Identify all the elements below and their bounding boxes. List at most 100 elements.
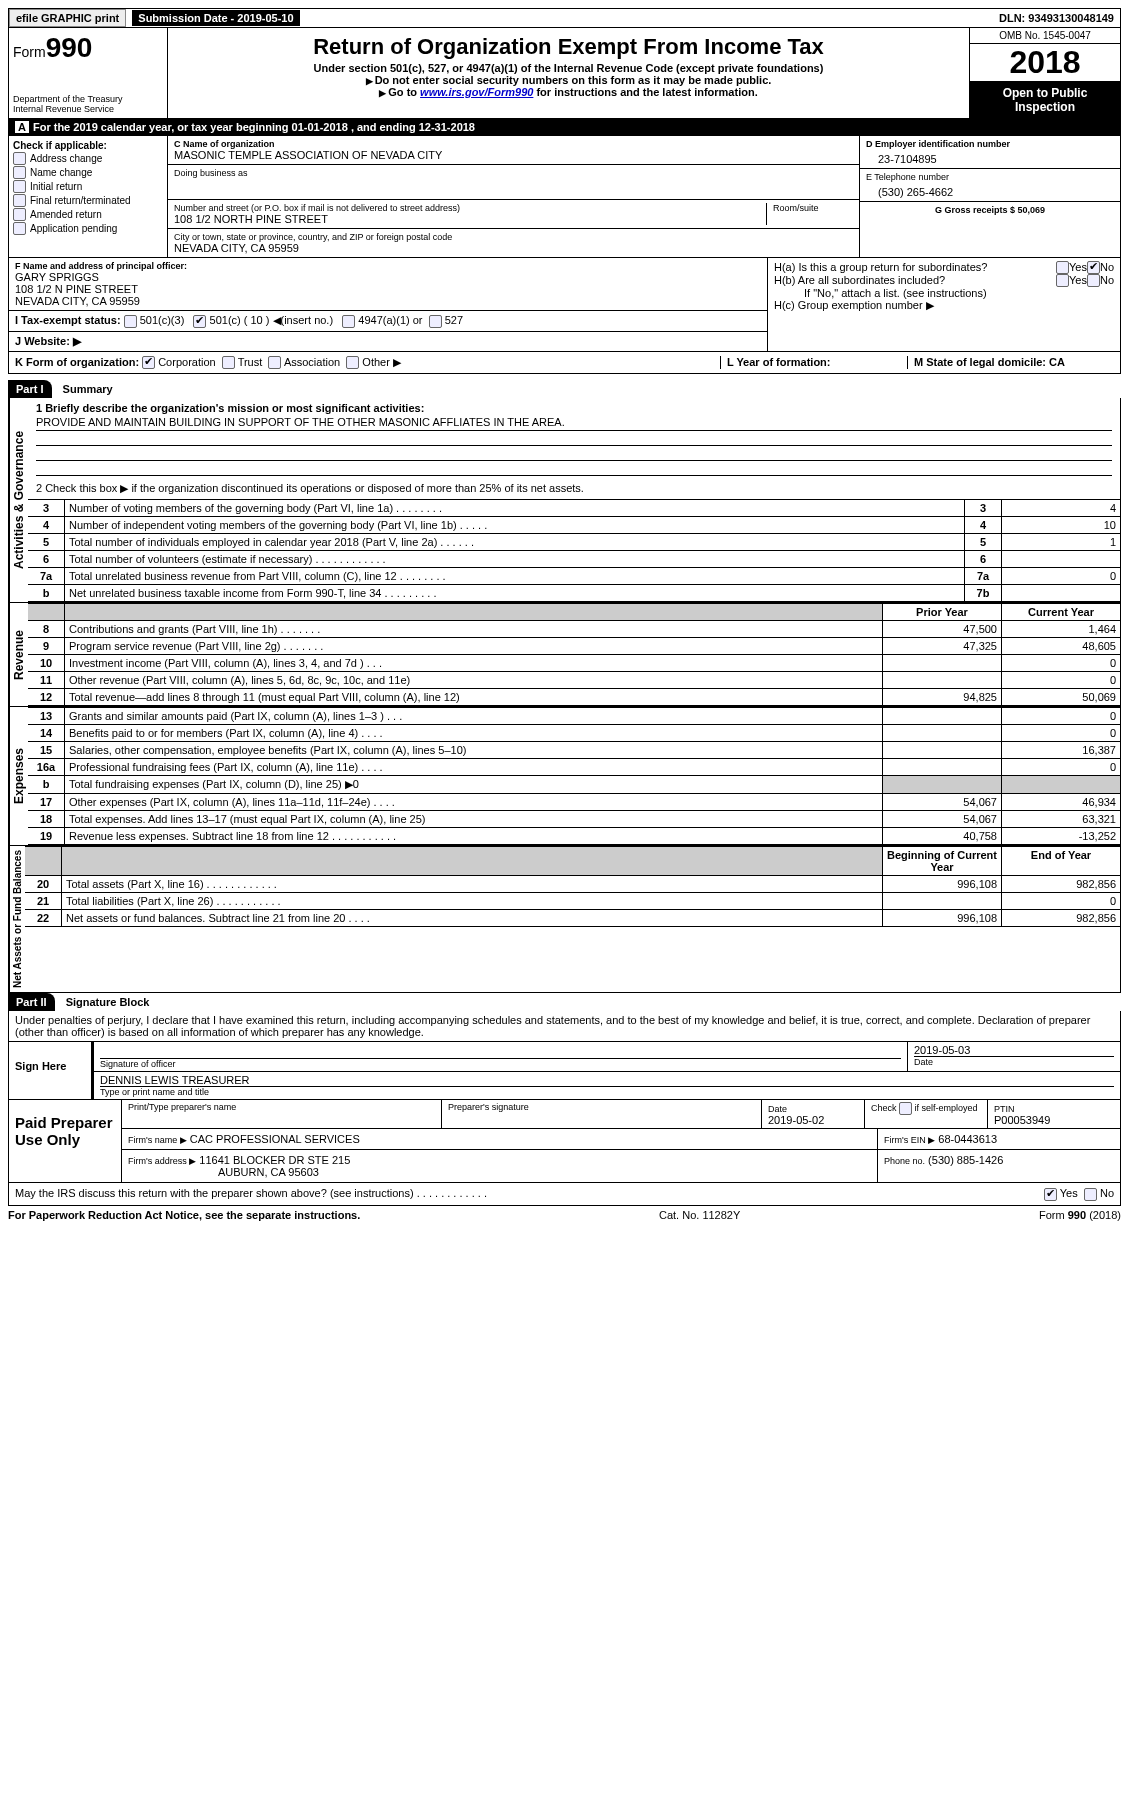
discuss-row: May the IRS discuss this return with the… bbox=[8, 1183, 1121, 1206]
line-num: 11 bbox=[28, 672, 65, 689]
header-sub2: Do not enter social security numbers on … bbox=[172, 74, 965, 86]
checkbox-initial-return[interactable] bbox=[13, 180, 26, 193]
typed-name: DENNIS LEWIS TREASURER bbox=[100, 1074, 1114, 1087]
prior-val bbox=[883, 708, 1002, 725]
line-text: Benefits paid to or for members (Part IX… bbox=[65, 725, 883, 742]
ptin-label: PTIN bbox=[994, 1104, 1015, 1114]
header-sub1: Under section 501(c), 527, or 4947(a)(1)… bbox=[172, 62, 965, 74]
line-value: 0 bbox=[1002, 568, 1121, 585]
line-text: Total number of individuals employed in … bbox=[65, 534, 965, 551]
checkbox-amended[interactable] bbox=[13, 208, 26, 221]
line-key: 7a bbox=[965, 568, 1002, 585]
cb-501c3[interactable] bbox=[124, 315, 137, 328]
firm-name: CAC PROFESSIONAL SERVICES bbox=[190, 1133, 360, 1145]
line-text: Total fundraising expenses (Part IX, col… bbox=[65, 776, 883, 794]
line-num: 21 bbox=[25, 893, 62, 910]
revenue-section: Revenue Prior Year Current Year8 Contrib… bbox=[8, 603, 1121, 707]
line-num: 3 bbox=[28, 500, 65, 517]
dln: DLN: 93493130048149 bbox=[993, 10, 1120, 26]
dba-label: Doing business as bbox=[174, 168, 853, 178]
tax-year: 2018 bbox=[970, 44, 1120, 82]
part1-header: Part I bbox=[8, 380, 52, 398]
phone-value: (530) 265-4662 bbox=[866, 182, 1114, 198]
cb-self-employed[interactable] bbox=[899, 1102, 912, 1115]
org-name-label: C Name of organization bbox=[174, 139, 853, 149]
line2-text: 2 Check this box ▶ if the organization d… bbox=[36, 482, 584, 494]
discuss-yes[interactable] bbox=[1044, 1188, 1057, 1201]
cb-other[interactable] bbox=[346, 356, 359, 369]
box-c: C Name of organization MASONIC TEMPLE AS… bbox=[168, 136, 859, 257]
firm-addr-label: Firm's address ▶ bbox=[128, 1156, 196, 1166]
cb-527[interactable] bbox=[429, 315, 442, 328]
part2-header: Part II bbox=[8, 993, 55, 1011]
current-val: 0 bbox=[1002, 725, 1121, 742]
current-val: 0 bbox=[1002, 759, 1121, 776]
right-info: D Employer identification number 23-7104… bbox=[859, 136, 1120, 257]
hb-no[interactable] bbox=[1087, 274, 1100, 287]
line-key: 3 bbox=[965, 500, 1002, 517]
officer-addr1: 108 1/2 N PINE STREET bbox=[15, 283, 761, 295]
part1-body: Activities & Governance 1 Briefly descri… bbox=[8, 398, 1121, 603]
line-text: Total number of volunteers (estimate if … bbox=[65, 551, 965, 568]
prep-phone-label: Phone no. bbox=[884, 1156, 925, 1166]
state-domicile: M State of legal domicile: CA bbox=[907, 356, 1114, 370]
col-header: Beginning of Current Year bbox=[883, 847, 1002, 876]
room-label: Room/suite bbox=[766, 203, 853, 225]
hc-label: H(c) Group exemption number ▶ bbox=[774, 299, 1114, 312]
current-val: -13,252 bbox=[1002, 828, 1121, 845]
typed-label: Type or print name and title bbox=[100, 1087, 1114, 1097]
line-value: 1 bbox=[1002, 534, 1121, 551]
cb-assoc[interactable] bbox=[268, 356, 281, 369]
sig-officer-label: Signature of officer bbox=[100, 1059, 901, 1069]
mission-text: PROVIDE AND MAINTAIN BUILDING IN SUPPORT… bbox=[36, 414, 1112, 431]
discuss-text: May the IRS discuss this return with the… bbox=[15, 1187, 1044, 1201]
ha-no[interactable] bbox=[1087, 261, 1100, 274]
rev-label: Revenue bbox=[9, 603, 28, 706]
efile-print-button[interactable]: efile GRAPHIC print bbox=[9, 9, 126, 27]
prep-name-label: Print/Type preparer's name bbox=[122, 1100, 441, 1128]
checkbox-address-change[interactable] bbox=[13, 152, 26, 165]
line-text: Number of independent voting members of … bbox=[65, 517, 965, 534]
box-b-label: Check if applicable: bbox=[13, 140, 107, 151]
paid-label: Paid Preparer Use Only bbox=[9, 1100, 121, 1182]
line-key: 5 bbox=[965, 534, 1002, 551]
line-num: 16a bbox=[28, 759, 65, 776]
expenses-section: Expenses 13Grants and similar amounts pa… bbox=[8, 707, 1121, 846]
line-num: 10 bbox=[28, 655, 65, 672]
col-header: Prior Year bbox=[883, 604, 1002, 621]
self-emp-label: Check bbox=[871, 1103, 899, 1113]
line-text: Total revenue—add lines 8 through 11 (mu… bbox=[65, 689, 883, 706]
irs-link[interactable]: www.irs.gov/Form990 bbox=[420, 86, 533, 98]
line-text: Total assets (Part X, line 16) . . . . .… bbox=[62, 876, 883, 893]
prior-val: 996,108 bbox=[883, 876, 1002, 893]
line-num: 13 bbox=[28, 708, 65, 725]
year-formation: L Year of formation: bbox=[720, 356, 907, 370]
line-num: 7a bbox=[28, 568, 65, 585]
officer-label: F Name and address of principal officer: bbox=[15, 261, 761, 271]
ha-yes[interactable] bbox=[1056, 261, 1069, 274]
cb-4947[interactable] bbox=[342, 315, 355, 328]
dept-treasury: Department of the Treasury bbox=[13, 94, 163, 104]
discuss-no[interactable] bbox=[1084, 1188, 1097, 1201]
line-text: Number of voting members of the governin… bbox=[65, 500, 965, 517]
firm-addr1: 11641 BLOCKER DR STE 215 bbox=[199, 1154, 350, 1166]
col-header: End of Year bbox=[1002, 847, 1121, 876]
line-text: Other expenses (Part IX, column (A), lin… bbox=[65, 794, 883, 811]
firm-ein-label: Firm's EIN ▶ bbox=[884, 1135, 935, 1145]
ha-label: H(a) Is this a group return for subordin… bbox=[774, 261, 1056, 274]
checkbox-name-change[interactable] bbox=[13, 166, 26, 179]
box-b: Check if applicable: Address change Name… bbox=[9, 136, 168, 257]
prep-date-val: 2019-05-02 bbox=[768, 1114, 824, 1126]
cb-trust[interactable] bbox=[222, 356, 235, 369]
line-num: 12 bbox=[28, 689, 65, 706]
cb-501c[interactable] bbox=[193, 315, 206, 328]
line-text: Total unrelated business revenue from Pa… bbox=[65, 568, 965, 585]
checkbox-app-pending[interactable] bbox=[13, 222, 26, 235]
top-bar: efile GRAPHIC print Submission Date - 20… bbox=[8, 8, 1121, 28]
line-key: 6 bbox=[965, 551, 1002, 568]
hb-yes[interactable] bbox=[1056, 274, 1069, 287]
cb-corp[interactable] bbox=[142, 356, 155, 369]
line-num: 4 bbox=[28, 517, 65, 534]
checkbox-final-return[interactable] bbox=[13, 194, 26, 207]
line-num: 9 bbox=[28, 638, 65, 655]
